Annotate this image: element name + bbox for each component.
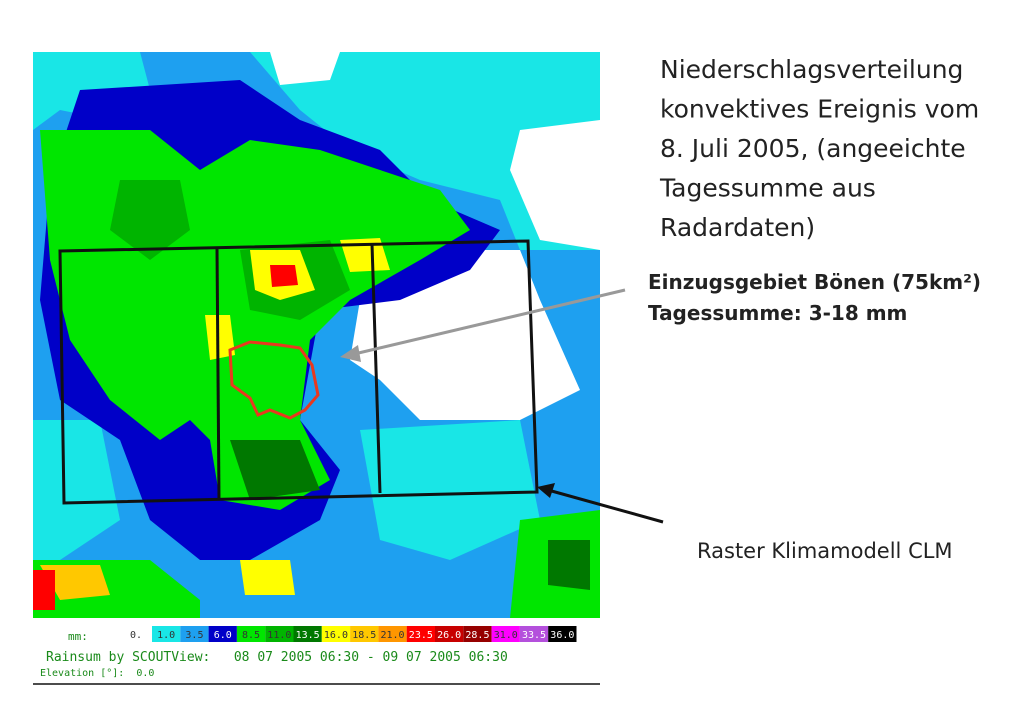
arrows [340, 288, 664, 524]
legend-label: 13.5 [296, 630, 320, 641]
radar-map [33, 52, 600, 618]
annotation-line: Einzugsgebiet Bönen (75km²) [648, 270, 981, 294]
legend-label: 8.5 [242, 630, 260, 641]
legend-label: 26.0 [437, 630, 461, 641]
legend: mm: 0. 1.0 3.5 6.0 8.5 11.0 13.5 16.0 18.5 21.0 2… [68, 626, 577, 643]
legend-zero: 0. [130, 630, 142, 641]
legend-label: 33.5 [522, 630, 546, 641]
legend-label: 3.5 [185, 630, 203, 641]
annotation: Einzugsgebiet Bönen (75km²) Tagessumme: 3… [648, 270, 981, 325]
legend-swatch [463, 626, 492, 642]
elevation-line: Elevation [°]: 0.0 [40, 668, 154, 679]
title-line: Niederschlagsverteilung [660, 55, 963, 84]
legend-label: 31.0 [494, 630, 518, 641]
title-line: Radardaten) [660, 213, 815, 242]
rainsum-line: Rainsum by SCOUTView: 08 07 2005 06:30 -… [46, 650, 508, 665]
legend-swatch [435, 626, 464, 642]
annotation-line: Tagessumme: 3-18 mm [648, 301, 907, 325]
legend-swatch [293, 626, 322, 642]
legend-label: 36.0 [550, 630, 574, 641]
legend-label: 11.0 [267, 630, 291, 641]
legend-swatch [548, 626, 577, 642]
legend-unit: mm: [68, 630, 88, 643]
legend-label: 23.5 [409, 630, 433, 641]
legend-swatch [265, 626, 294, 642]
legend-label: 6.0 [214, 630, 232, 641]
raster-label: Raster Klimamodell CLM [697, 539, 953, 563]
legend-label: 1.0 [157, 630, 175, 641]
legend-swatch [208, 626, 237, 642]
title-line: konvektives Ereignis vom [660, 95, 979, 124]
legend-label: 18.5 [352, 630, 376, 641]
legend-swatch [519, 626, 549, 642]
legend-swatch [406, 626, 435, 642]
legend-swatch [236, 626, 266, 642]
legend-label: 28.5 [465, 630, 489, 641]
legend-swatch [378, 626, 407, 642]
legend-label: 16.0 [324, 630, 348, 641]
legend-swatch [491, 626, 520, 642]
legend-swatch [180, 626, 209, 642]
legend-swatch [350, 626, 379, 642]
legend-swatch [321, 626, 351, 642]
legend-label: 21.0 [381, 630, 405, 641]
title-line: Tagessumme aus [659, 174, 876, 203]
title-line: 8. Juli 2005, (angeeichte [660, 134, 966, 163]
legend-swatch [152, 626, 181, 642]
title: Niederschlagsverteilung konvektives Ereig… [659, 55, 979, 242]
